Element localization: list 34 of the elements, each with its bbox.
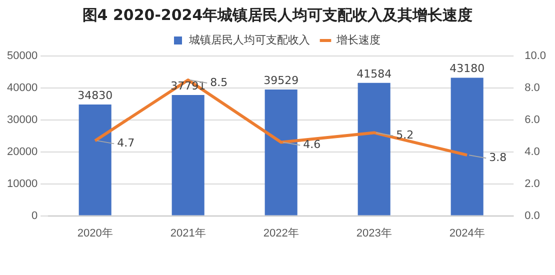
bar [358, 82, 390, 216]
legend-label: 城镇居民人均可支配收入 [188, 34, 310, 47]
bar [172, 95, 204, 216]
y2-tick-label: 4.0 [524, 146, 540, 158]
bar [264, 89, 298, 216]
y-tick-label: 20000 [6, 146, 38, 158]
data-label: 39529 [264, 74, 299, 87]
data-label: 41584 [356, 67, 392, 80]
x-tick-label: 2021年 [170, 227, 206, 240]
y-tick-label: 40000 [6, 82, 38, 94]
legend-label: 增长速度 [336, 34, 380, 47]
x-tick-label: 2024年 [449, 227, 485, 240]
y2-tick-label: 10.0 [524, 50, 546, 62]
data-label: 5.2 [396, 128, 414, 142]
y-tick-label: 30000 [6, 114, 38, 126]
x-tick-label: 2022年 [263, 227, 299, 240]
bar [78, 104, 112, 216]
y2-tick-label: 0.0 [524, 210, 540, 222]
y2-tick-label: 6.0 [524, 114, 540, 126]
data-label: 43180 [450, 62, 485, 76]
y-tick-label: 0 [31, 210, 38, 222]
data-label: 8.5 [210, 76, 228, 89]
data-label: 3.8 [489, 150, 507, 164]
y2-tick-label: 8.0 [524, 82, 540, 94]
data-label: 34830 [78, 88, 113, 102]
y2-tick-label: 2.0 [524, 178, 540, 190]
y-tick-label: 10000 [6, 178, 38, 190]
x-tick-label: 2023年 [356, 227, 392, 240]
y-tick-label: 50000 [6, 50, 38, 62]
chart-title: 图4 2020-2024年城镇居民人均可支配收入及其增长速度 [81, 6, 474, 25]
bar [450, 78, 484, 216]
data-label: 4.6 [303, 138, 321, 152]
data-label: 4.7 [117, 136, 135, 150]
x-tick-label: 2020年 [77, 227, 113, 240]
